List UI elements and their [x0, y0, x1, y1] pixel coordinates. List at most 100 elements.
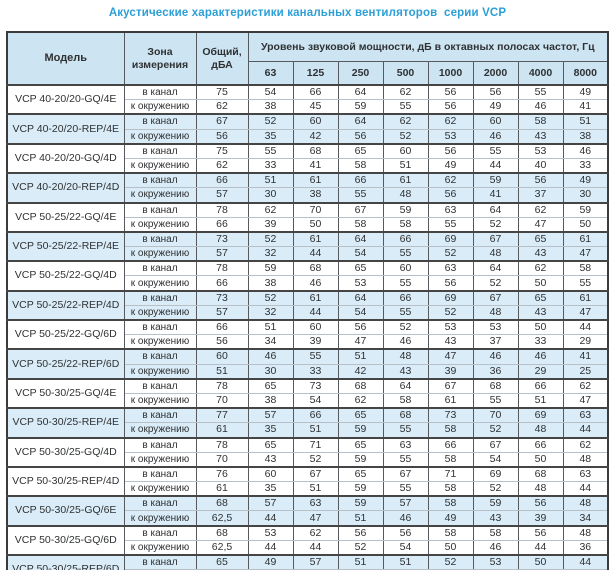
spl-value: 56 [337, 319, 384, 336]
table-row: к окружению 61 35 51 59 55 58 52 48 44 [7, 422, 609, 438]
model-name: VCP 50-30/25-GQ/4E [6, 377, 125, 409]
spl-value: 52 [427, 304, 474, 321]
spl-value: 52 [427, 554, 474, 570]
spl-value: 70 [292, 201, 339, 218]
spl-value: 65 [337, 436, 384, 453]
header-freq-8000: 8000 [562, 60, 609, 86]
spl-value: 30 [247, 187, 294, 203]
spl-value: 37 [472, 334, 519, 350]
spl-value: 42 [292, 128, 339, 145]
zone-label: в канал [123, 201, 197, 218]
spl-value: 43 [382, 363, 429, 380]
spl-value: 49 [562, 172, 609, 189]
spl-value: 47 [427, 348, 474, 365]
total-dba-value: 66 [195, 216, 249, 233]
spl-value: 40 [517, 157, 564, 174]
zone-label: к окружению [123, 246, 197, 262]
spl-value: 38 [562, 128, 609, 145]
table-row: к окружению 66 39 50 58 58 55 52 47 50 [7, 216, 609, 233]
spl-value: 50 [517, 554, 564, 570]
spl-value: 41 [472, 187, 519, 203]
spl-value: 49 [562, 84, 609, 101]
table-row: VCP 50-25/22-REP/4D в канал 73 52 61 64 66 69 67… [6, 289, 609, 321]
spl-value: 52 [472, 422, 519, 438]
spl-value: 54 [337, 246, 384, 262]
table-row: к окружению 62 33 41 58 51 49 44 40 33 [7, 157, 609, 174]
spl-value: 64 [337, 84, 384, 101]
spl-value: 55 [517, 84, 564, 101]
model-name: VCP 50-30/25-GQ/6D [6, 524, 125, 556]
model-name: VCP 50-25/22-REP/6D [6, 348, 125, 380]
total-dba-value: 66 [195, 275, 249, 292]
zone-label: в канал [123, 172, 197, 189]
spl-value: 44 [562, 319, 609, 336]
table-row: к окружению 56 34 39 47 46 43 37 33 29 [7, 334, 609, 350]
spl-value: 62 [517, 260, 564, 277]
header-freq-4000: 4000 [517, 60, 564, 86]
total-dba-value: 73 [195, 230, 249, 248]
spl-value: 58 [382, 392, 429, 409]
spl-value: 56 [337, 524, 384, 541]
acoustic-characteristics-table: Модель Зона измерения Общий, дБА Уровень… [6, 31, 610, 570]
spl-value: 58 [427, 422, 474, 438]
spl-value: 46 [517, 99, 564, 115]
spl-value: 56 [427, 275, 474, 292]
spl-value: 39 [427, 363, 474, 380]
spl-value: 44 [247, 510, 294, 527]
spl-value: 68 [517, 465, 564, 483]
spl-value: 51 [337, 510, 384, 527]
table-row: к окружению 62,5 44 47 51 46 49 43 39 34 [7, 510, 609, 527]
spl-value: 63 [427, 201, 474, 218]
spl-value: 60 [292, 319, 339, 336]
spl-value: 46 [562, 142, 609, 159]
spl-value: 33 [562, 157, 609, 174]
spl-value: 45 [292, 99, 339, 115]
total-dba-value: 76 [195, 465, 249, 483]
total-dba-value: 78 [195, 436, 249, 453]
spl-value: 56 [382, 524, 429, 541]
spl-value: 54 [472, 451, 519, 468]
table-row: VCP 50-25/22-REP/4E в канал 73 52 61 64 66 69 67… [6, 230, 609, 262]
header-sound-power-level: Уровень звуковой мощности, дБ в октавных… [247, 31, 609, 62]
spl-value: 58 [382, 216, 429, 233]
spl-value: 44 [292, 539, 339, 556]
spl-value: 65 [337, 142, 384, 159]
total-dba-value: 75 [195, 142, 249, 159]
total-dba-value: 78 [195, 201, 249, 218]
table-header: Модель Зона измерения Общий, дБА Уровень… [6, 31, 609, 86]
spl-value: 53 [472, 554, 519, 570]
spl-value: 47 [562, 392, 609, 409]
spl-value: 55 [247, 142, 294, 159]
spl-value: 66 [382, 230, 429, 248]
model-name: VCP 50-25/22-GQ/6D [6, 318, 125, 350]
spl-value: 54 [247, 84, 294, 101]
spl-value: 52 [337, 539, 384, 556]
spl-value: 65 [337, 465, 384, 483]
zone-label: в канал [123, 377, 197, 394]
spl-value: 67 [427, 377, 474, 394]
spl-value: 43 [517, 246, 564, 262]
spl-value: 59 [337, 495, 384, 512]
spl-value: 46 [472, 539, 519, 556]
spl-value: 62 [562, 436, 609, 453]
spl-value: 48 [562, 495, 609, 512]
spl-value: 69 [427, 230, 474, 248]
spl-value: 73 [292, 377, 339, 394]
model-name: VCP 50-25/22-GQ/4D [6, 260, 125, 292]
spl-value: 62 [427, 113, 474, 130]
spl-value: 52 [247, 289, 294, 306]
spl-value: 47 [337, 334, 384, 350]
spl-value: 53 [247, 524, 294, 541]
spl-value: 51 [517, 392, 564, 409]
spl-value: 30 [562, 187, 609, 203]
spl-value: 61 [292, 230, 339, 248]
spl-value: 55 [427, 216, 474, 233]
spl-value: 61 [382, 172, 429, 189]
spl-value: 66 [517, 377, 564, 394]
spl-value: 43 [427, 334, 474, 350]
header-freq-2000: 2000 [472, 60, 519, 86]
spl-value: 47 [517, 216, 564, 233]
spl-value: 61 [562, 289, 609, 306]
zone-label: к окружению [123, 187, 197, 203]
total-dba-value: 75 [195, 84, 249, 101]
